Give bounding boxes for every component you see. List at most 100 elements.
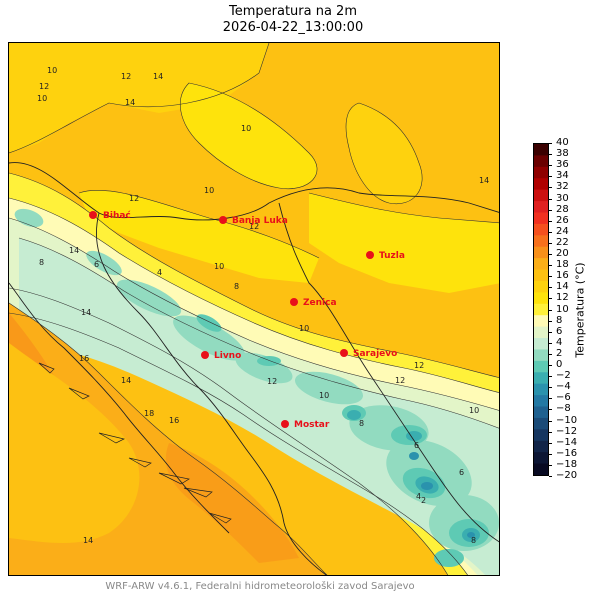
colorbar-tick-label: 38 [549, 149, 583, 159]
colorbar-segment [534, 463, 548, 475]
isotherm-label: 10 [319, 391, 329, 400]
colorbar-segment [534, 212, 548, 225]
colorbar-tick-label: 34 [549, 171, 583, 181]
title-line-2: 2026-04-22_13:00:00 [222, 20, 364, 35]
colorbar-ticks: 40 38 36 34 32 30 28 26 24 22 20 18 16 14 12 10 8 6 4 2 0 −2−… [549, 138, 591, 481]
isotherm-label: 18 [144, 409, 154, 418]
colorbar-segment [534, 417, 548, 430]
isotherm-label: 8 [471, 536, 476, 545]
isotherm-label: 10 [299, 324, 309, 333]
field-north-east-patch [346, 103, 423, 204]
isotherm-labels: 10 12 14 10 14 10 12 14 10 12 14 12 10 8 6 4 8 10 12 14 16 18… [37, 66, 489, 545]
colorbar-tick-label: −14 [549, 437, 583, 448]
colorbar-segment [534, 429, 548, 442]
colorbar-segment [534, 178, 548, 191]
temperature-field-svg: 10 12 14 10 14 10 12 14 10 12 14 12 10 8 6 4 8 10 12 14 16 18… [9, 43, 499, 575]
isotherm-label: 14 [81, 308, 91, 317]
colorbar-tick-label: 6 [549, 326, 583, 337]
map-title: Temperatura na 2m 2026-04-22_13:00:00 [0, 4, 586, 36]
isotherm-label: 6 [459, 468, 464, 477]
colorbar-tick-label: 22 [549, 237, 583, 248]
isotherm-label: 10 [469, 406, 479, 415]
colorbar-segment [534, 280, 548, 293]
colorbar-tick-label: 18 [549, 260, 583, 270]
isotherm-label: 6 [94, 260, 99, 269]
colorbar-segment [534, 360, 548, 373]
city-label: Bihać [103, 210, 131, 221]
isotherm-label: 14 [83, 536, 93, 545]
colorbar-tick-label: 24 [549, 226, 583, 237]
colorbar-tick-label: 12 [549, 293, 583, 303]
colorbar-svg [534, 144, 548, 475]
colorbar-tick-label: 36 [549, 160, 583, 170]
city-marker [366, 251, 374, 259]
colorbar-segment [534, 223, 548, 236]
colorbar-segment [534, 144, 548, 157]
field-banja-luka [79, 190, 319, 283]
colorbar-segment [534, 383, 548, 396]
colorbar-segment [534, 235, 548, 248]
city-marker [281, 420, 289, 428]
isotherm-label: 10 [47, 66, 57, 75]
colorbar-tick-label: −8 [549, 404, 583, 414]
isotherm-label: 4 [416, 492, 421, 501]
field-minus2-0-blobs [409, 452, 475, 538]
isotherm-label: 10 [37, 94, 47, 103]
colorbar-tick-label: 10 [549, 304, 583, 315]
colorbar-segment [534, 258, 548, 271]
city-label: Livno [214, 351, 241, 361]
isotherm-label: 12 [414, 361, 424, 370]
contour-lines [9, 43, 499, 575]
colorbar-tick-label: 32 [549, 182, 583, 192]
colorbar-label: Temperatura (°C) [573, 262, 587, 358]
colorbar-segment [534, 189, 548, 202]
colorbar-segment [534, 440, 548, 453]
colorbar-segment [534, 315, 548, 328]
isotherm-label: 12 [249, 222, 259, 231]
field-14-16-sea [9, 343, 140, 543]
borders [9, 162, 499, 575]
colorbar-tick-label: −6 [549, 393, 583, 403]
colorbar-segment [534, 246, 548, 259]
isotherm-label: 14 [153, 72, 163, 81]
isotherm-label: 12 [39, 82, 49, 91]
temperature-map[interactable]: 10 12 14 10 14 10 12 14 10 12 14 12 10 8 6 4 8 10 12 14 16 18… [8, 42, 500, 576]
isotherm-label: 12 [267, 377, 277, 386]
colorbar-tick-label: 28 [549, 204, 583, 215]
colorbar-segment [534, 349, 548, 362]
city-marker [290, 298, 298, 306]
colorbar-segment [534, 406, 548, 419]
city-marker [201, 351, 209, 359]
isotherm-label: 8 [39, 258, 44, 267]
field-6-8 [19, 238, 499, 575]
colorbar-tick-label: −12 [549, 426, 583, 437]
field-north-west [9, 43, 269, 153]
colorbar-tick-label: 16 [549, 271, 583, 281]
isotherm-label: 12 [121, 72, 131, 81]
isotherm-label: 14 [121, 376, 131, 385]
title-line-1: Temperatura na 2m [228, 4, 357, 19]
isotherm-label: 6 [414, 441, 419, 450]
colorbar-tick-label: −4 [549, 382, 583, 392]
temperature-colorbar [533, 143, 549, 476]
city-markers: Bihać Banja Luka Tuzla Zenica Livno Sarajevo M… [89, 210, 405, 430]
colorbar-segment [534, 395, 548, 408]
isotherm-label: 2 [421, 496, 426, 505]
colorbar-segment [534, 303, 548, 316]
isotherm-label: 16 [79, 354, 89, 363]
isotherm-label: 8 [359, 419, 364, 428]
colorbar-tick-label: 0 [549, 360, 583, 370]
city-label: Tuzla [379, 251, 405, 261]
city-label: Sarajevo [353, 349, 397, 359]
colorbar-segment [534, 269, 548, 282]
colorbar-segment [534, 201, 548, 214]
isotherm-label: 10 [204, 186, 214, 195]
field-tuzla [309, 193, 499, 293]
isotherm-label: 12 [395, 376, 405, 385]
colorbar-tick-label: 14 [549, 282, 583, 292]
isotherm-label: 14 [479, 176, 489, 185]
colorbar-tick-label: 8 [549, 315, 583, 326]
colorbar-segment [534, 155, 548, 168]
colorbar-segment [534, 326, 548, 339]
colorbar-segment [534, 338, 548, 351]
